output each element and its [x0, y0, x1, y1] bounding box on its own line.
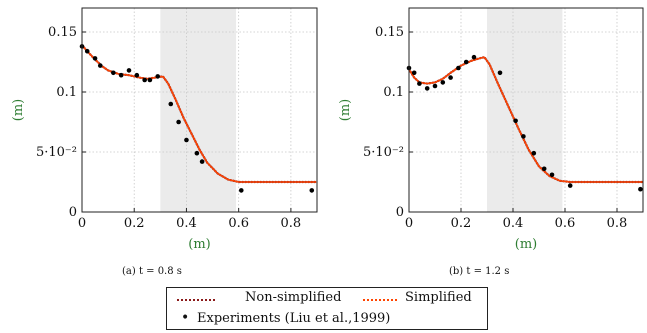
legend-label-experiments: Experiments (Liu et al.,1999) — [197, 311, 391, 326]
legend-label-non-simplified: Non-simplified — [245, 290, 342, 305]
x-tick-label: 0.6 — [228, 216, 249, 231]
x-tick-label: 0.4 — [503, 216, 524, 231]
data-point — [471, 54, 477, 60]
data-point — [448, 75, 453, 80]
y-tick-label: 0.1 — [383, 85, 404, 100]
data-point — [84, 48, 90, 54]
x-tick-label: 0.6 — [555, 216, 576, 231]
data-point — [118, 72, 124, 78]
data-point — [194, 150, 200, 156]
data-point — [176, 119, 181, 125]
data-point — [134, 72, 140, 78]
data-point — [147, 77, 153, 83]
legend-marker-experiments: • — [181, 310, 190, 326]
plot-frame — [408, 7, 644, 213]
data-point — [199, 159, 205, 164]
legend-label-simplified: Simplified — [405, 290, 472, 305]
data-point — [92, 56, 98, 61]
data-point — [417, 81, 422, 86]
series-line-simplified — [81, 44, 318, 183]
panel-caption: (a) t = 0.8 s — [122, 266, 182, 277]
data-point — [309, 188, 315, 193]
y-tick-label: 5·10⁻² — [363, 145, 404, 160]
data-point — [567, 183, 573, 188]
x-axis-label: (m) — [515, 237, 537, 252]
data-point — [155, 74, 161, 79]
data-point — [497, 70, 503, 76]
legend-line-non-simplified — [177, 299, 215, 301]
chart-panel-b: 0 0.2 0.4 0.6 0.8 0 5·10⁻² 0.1 0.15 (m) (m) (b) t =… — [338, 7, 645, 277]
data-point — [521, 134, 526, 139]
series-line-simplified — [408, 56, 644, 183]
data-point — [424, 86, 430, 91]
x-tick-label: 0.2 — [124, 216, 145, 231]
x-tick-label: 0.8 — [281, 216, 302, 231]
data-point — [513, 118, 518, 124]
x-tick-label: 0.4 — [176, 216, 197, 231]
x-tick-label: 0 — [78, 216, 86, 231]
data-point — [184, 137, 189, 143]
legend-line-simplified — [363, 299, 397, 301]
shaded-region — [160, 8, 237, 212]
data-point — [549, 172, 555, 178]
y-tick-label: 0 — [396, 205, 404, 220]
data-point — [541, 166, 547, 172]
shaded-region — [487, 8, 563, 212]
data-point — [463, 59, 469, 65]
data-point — [126, 68, 132, 73]
data-point — [111, 70, 116, 76]
data-point — [97, 63, 103, 68]
data-point — [238, 188, 244, 193]
data-point — [456, 65, 461, 71]
data-point — [411, 70, 417, 76]
data-point — [638, 186, 643, 192]
data-point — [440, 80, 446, 85]
y-tick-label: 0 — [69, 205, 77, 220]
x-tick-label: 0.8 — [607, 216, 628, 231]
data-point — [531, 150, 537, 156]
x-tick-label: 0.2 — [451, 216, 472, 231]
y-tick-label: 0.15 — [48, 25, 77, 40]
x-tick-label: 0 — [405, 216, 413, 231]
x-axis-label: (m) — [188, 237, 210, 252]
y-tick-label: 0.15 — [375, 25, 404, 40]
chart-panel-a: 0 0.2 0.4 0.6 0.8 0 5·10⁻² 0.1 0.15 (m) (m) (a) t =… — [11, 7, 319, 277]
data-point — [168, 101, 174, 107]
legend: Non-simplified Simplified • Experiments … — [166, 287, 488, 330]
panel-caption: (b) t = 1.2 s — [449, 266, 509, 277]
data-point — [142, 77, 147, 83]
y-axis-label: (m) — [11, 99, 26, 121]
y-axis-label: (m) — [338, 99, 353, 121]
y-tick-label: 0.1 — [56, 85, 77, 100]
y-tick-label: 5·10⁻² — [36, 145, 77, 160]
data-point — [432, 83, 438, 89]
plot-frame — [81, 7, 318, 213]
